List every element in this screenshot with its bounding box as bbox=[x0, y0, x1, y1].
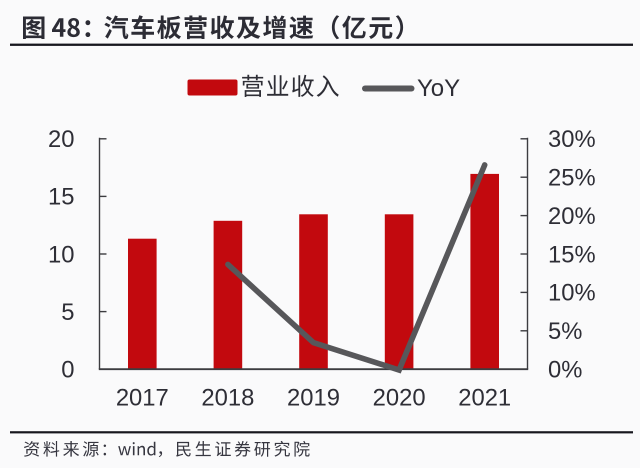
svg-text:2017: 2017 bbox=[116, 385, 169, 412]
svg-text:0%: 0% bbox=[548, 357, 582, 384]
svg-text:5: 5 bbox=[61, 299, 74, 326]
svg-text:5%: 5% bbox=[548, 318, 582, 345]
svg-text:10: 10 bbox=[48, 241, 74, 268]
svg-text:10%: 10% bbox=[548, 280, 596, 307]
svg-text:2019: 2019 bbox=[287, 385, 340, 412]
svg-text:2020: 2020 bbox=[373, 385, 426, 412]
svg-text:15%: 15% bbox=[548, 241, 596, 268]
svg-text:2018: 2018 bbox=[201, 385, 254, 412]
svg-text:YoY: YoY bbox=[417, 75, 460, 102]
svg-text:2021: 2021 bbox=[458, 385, 511, 412]
svg-text:0: 0 bbox=[61, 357, 74, 384]
svg-text:25%: 25% bbox=[548, 165, 596, 192]
svg-text:20: 20 bbox=[48, 126, 74, 153]
svg-text:15: 15 bbox=[48, 184, 74, 211]
svg-text:20%: 20% bbox=[548, 203, 596, 230]
svg-text:30%: 30% bbox=[548, 126, 596, 153]
